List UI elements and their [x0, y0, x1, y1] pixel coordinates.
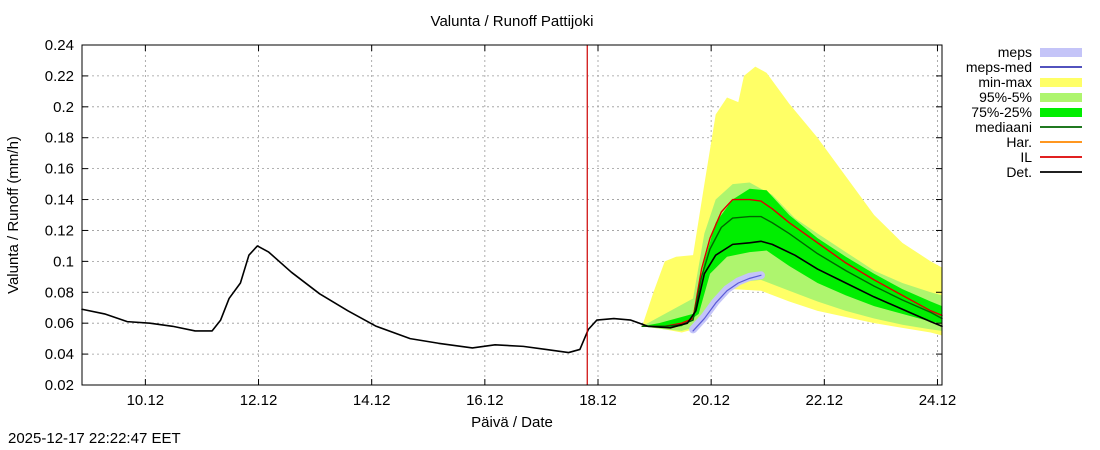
y-tick-label: 0.08: [45, 284, 74, 301]
x-tick-label: 14.12: [353, 392, 391, 409]
y-tick-label: 0.1: [53, 253, 74, 270]
x-tick-label: 10.12: [127, 392, 165, 409]
plot-frame: [81, 44, 943, 386]
legend-swatch: [1040, 93, 1082, 102]
legend-label: 95%-5%: [979, 89, 1032, 105]
legend: mepsmeps-medmin-max95%-5%75%-25%mediaani…: [966, 44, 1082, 180]
x-tick-label: 18.12: [579, 392, 617, 409]
legend-swatch: [1040, 48, 1082, 57]
y-tick-label: 0.24: [45, 37, 74, 54]
chart-title: Valunta / Runoff Pattijoki: [431, 13, 594, 30]
y-tick-label: 0.22: [45, 68, 74, 85]
legend-label: mediaani: [975, 119, 1032, 135]
x-tick-label: 16.12: [466, 392, 504, 409]
series-IL: [641, 198, 943, 327]
y-tick-label: 0.16: [45, 161, 74, 178]
legend-label: Det.: [1006, 164, 1032, 180]
series-Det.: [81, 240, 943, 354]
y-tick-label: 0.12: [45, 222, 74, 239]
legend-label: 75%-25%: [971, 104, 1032, 120]
legend-label: IL: [1020, 149, 1032, 165]
x-tick-label: 24.12: [919, 392, 957, 409]
y-tick-label: 0.02: [45, 377, 74, 394]
x-axis-label: Päivä / Date: [471, 414, 553, 431]
legend-label: meps: [998, 44, 1032, 60]
y-axis-label: Valunta / Runoff (mm/h): [5, 136, 22, 294]
series-meps: [689, 271, 765, 334]
y-tick-label: 0.2: [53, 99, 74, 116]
legend-swatch: [1040, 108, 1082, 117]
x-tick-label: 22.12: [806, 392, 844, 409]
series-meps-med: [692, 274, 762, 332]
axis-ticks: 0.02 0.04 0.06 0.08 0.1 0.12 0.14 0.16 0.18 0.2 0.…: [45, 37, 956, 409]
y-tick-label: 0.18: [45, 130, 74, 147]
series-lines: [81, 198, 943, 354]
legend-label: Har.: [1006, 134, 1032, 150]
legend-swatch: [1040, 78, 1082, 87]
x-tick-label: 20.12: [692, 392, 730, 409]
y-tick-label: 0.14: [45, 192, 74, 209]
timestamp-footer: 2025-12-17 22:22:47 EET: [8, 430, 181, 447]
legend-label: min-max: [978, 74, 1032, 90]
series-mediaani: [641, 215, 943, 327]
legend-label: meps-med: [966, 59, 1032, 75]
x-tick-label: 12.12: [240, 392, 278, 409]
y-tick-label: 0.04: [45, 346, 74, 363]
y-tick-label: 0.06: [45, 315, 74, 332]
